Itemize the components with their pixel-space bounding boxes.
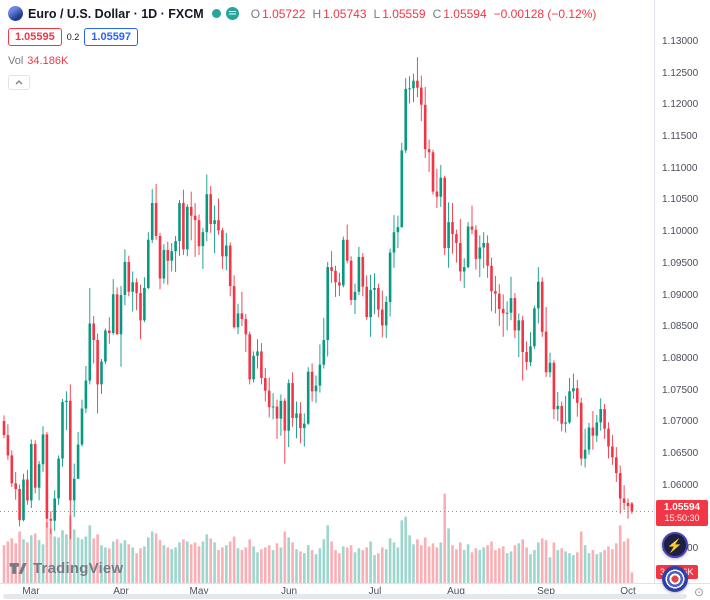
price-tick-label: 1.07500 <box>662 385 699 396</box>
price-tick-label: 1.11000 <box>662 163 698 174</box>
price-tick-label: 1.11500 <box>662 131 698 142</box>
open-value: 1.05722 <box>262 6 306 21</box>
price-tick-label: 1.07000 <box>662 416 699 427</box>
price-tick-label: 1.09500 <box>662 258 699 269</box>
volume-value: 34.186K <box>27 55 69 67</box>
price-tick-label: 1.12500 <box>662 68 699 79</box>
quick-trade-button[interactable]: ⚡ <box>662 532 688 558</box>
price-tick-label: 1.13000 <box>662 36 699 47</box>
price-tick-label: 1.08000 <box>662 353 699 364</box>
open-label: O <box>250 6 261 21</box>
price-tick-label: 1.09000 <box>662 290 699 301</box>
volume-row: Vol 34.186K <box>8 55 596 67</box>
last-price-badge: 1.05594 15:50:30 <box>656 500 708 526</box>
symbol-title[interactable]: Euro / U.S. Dollar · 1D · FXCM <box>28 6 204 21</box>
tradingview-mark-icon <box>9 563 27 574</box>
price-tick-label: 1.06000 <box>662 480 699 491</box>
close-value: 1.05594 <box>443 6 487 21</box>
eu-flag-icon <box>8 6 23 21</box>
close-label: C <box>432 6 442 21</box>
spread-value: 0.2 <box>66 32 80 42</box>
bar-countdown: 15:50:30 <box>664 513 700 523</box>
high-value: 1.05743 <box>323 6 367 21</box>
floating-buttons: ⚡ <box>662 532 688 592</box>
price-axis[interactable]: 1.05594 15:50:30 34.186K 1.130001.125001… <box>655 0 710 583</box>
ohlc-values: O 1.05722 H 1.05743 L 1.05559 C 1.05594 −0.0… <box>251 7 597 21</box>
price-tick-label: 1.10000 <box>662 226 699 237</box>
bid-ask-widget: 1.05595 0.2 1.05597 <box>8 28 596 46</box>
details-list-icon[interactable] <box>225 7 239 20</box>
tradingview-wordmark: TradingView <box>33 559 124 577</box>
change-value: −0.00128 (−0.12%) <box>493 6 597 21</box>
time-tick-label: Jun <box>280 586 298 597</box>
low-value: 1.05559 <box>382 6 426 21</box>
time-axis-settings-icon[interactable]: ⊙ <box>693 585 704 599</box>
candlestick-chart[interactable] <box>0 0 655 583</box>
time-tick-label: May <box>189 586 209 597</box>
axis-separator <box>654 0 655 583</box>
chart-legend: Euro / U.S. Dollar · 1D · FXCM O 1.05722 … <box>8 6 596 90</box>
price-tick-label: 1.08500 <box>662 321 699 332</box>
sell-price-button[interactable]: 1.05595 <box>8 28 62 46</box>
price-tick-label: 1.10500 <box>662 194 699 205</box>
horizontal-scrollbar[interactable] <box>3 594 687 599</box>
time-tick-label: Aug <box>447 586 465 597</box>
symbol-row: Euro / U.S. Dollar · 1D · FXCM O 1.05722 … <box>8 6 596 21</box>
time-tick-label: Mar <box>22 586 40 597</box>
concentric-rings-button[interactable] <box>662 566 688 592</box>
status-dot-icon[interactable] <box>211 9 221 18</box>
time-tick-label: Apr <box>113 586 129 597</box>
time-tick-label: Jul <box>368 586 382 597</box>
collapse-legend-button[interactable] <box>8 75 30 90</box>
volume-label: Vol <box>8 55 24 67</box>
lightning-icon: ⚡ <box>666 537 684 553</box>
tradingview-logo[interactable]: TradingView <box>8 558 123 578</box>
low-label: L <box>373 6 381 21</box>
chevron-up-icon <box>15 80 23 85</box>
high-label: H <box>312 6 322 21</box>
time-tick-label: Sep <box>537 586 555 597</box>
price-tick-label: 1.06500 <box>662 448 699 459</box>
last-price-value: 1.05594 <box>663 502 701 513</box>
time-tick-label: Oct <box>620 586 636 597</box>
buy-price-button[interactable]: 1.05597 <box>84 28 139 46</box>
price-tick-label: 1.12000 <box>662 99 699 110</box>
